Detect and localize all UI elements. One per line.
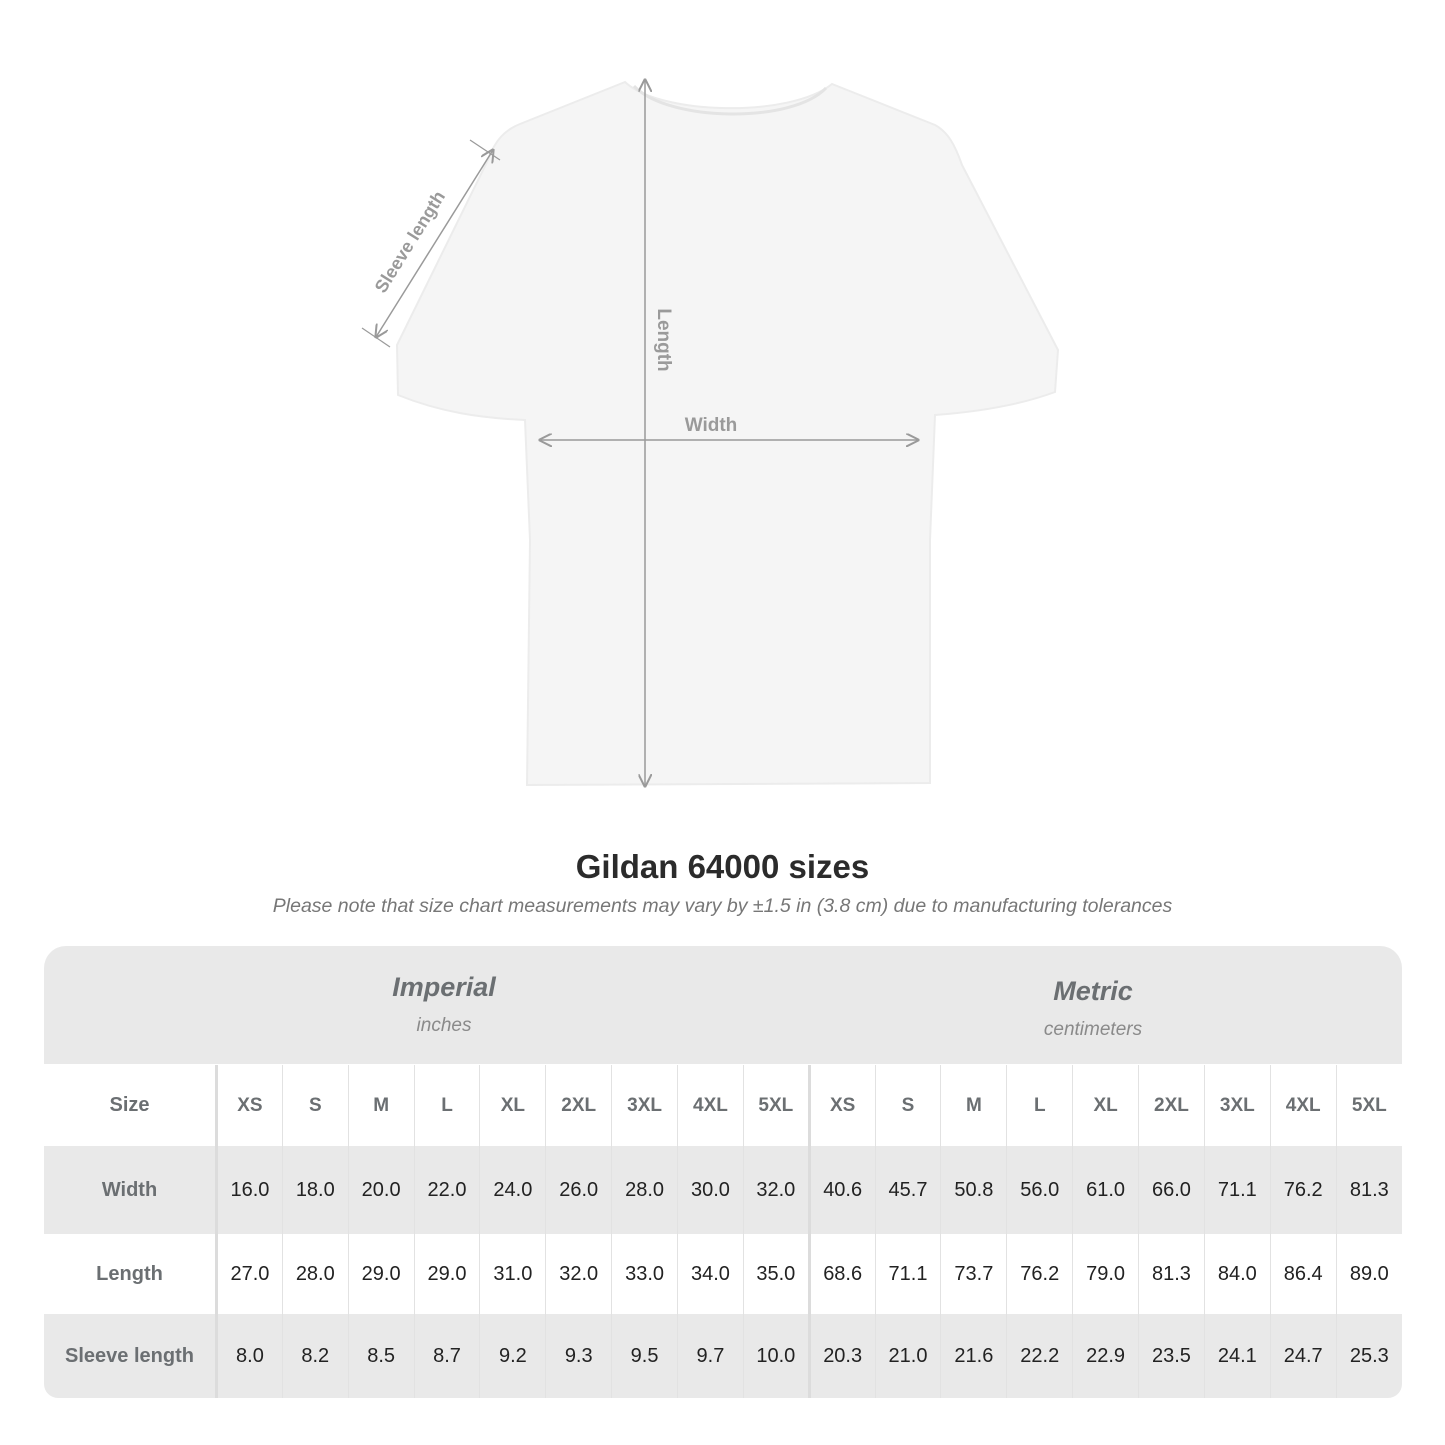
size-imperial-header: M [347,1065,415,1146]
metric-value-cell: 21.6 [940,1314,1007,1398]
imperial-value-cell: 8.7 [413,1314,480,1398]
metric-value-cell: 76.2 [1006,1234,1073,1314]
imperial-value-cell: 10.0 [742,1314,810,1398]
imperial-value-cell: 8.5 [347,1314,415,1398]
sleeve-arrow [376,150,493,337]
metric-value-cell: 81.3 [1138,1234,1205,1314]
imperial-value-cell: 35.0 [742,1234,810,1314]
size-metric-header: XS [807,1065,876,1146]
unit-header-band: Imperial inches Metric centimeters [44,946,1402,1064]
size-metric-header: 4XL [1269,1065,1337,1146]
imperial-value-cell: 20.0 [347,1146,415,1234]
size-imperial-header: 5XL [742,1065,810,1146]
size-imperial-header: S [281,1065,349,1146]
size-metric-header: M [940,1065,1007,1146]
table-row: Sleeve length 8.0 8.2 8.5 8.7 9.2 9.3 9.5 9.7 10.… [44,1314,1402,1398]
metric-value-cell: 56.0 [1006,1146,1073,1234]
metric-value-cell: 24.1 [1203,1314,1271,1398]
imperial-value-cell: 34.0 [677,1234,744,1314]
size-imperial-header: 2XL [545,1065,612,1146]
imperial-value-cell: 29.0 [413,1234,480,1314]
metric-value-cell: 68.6 [807,1234,876,1314]
metric-value-cell: 84.0 [1203,1234,1271,1314]
row-label: Width [44,1146,218,1234]
metric-value-cell: 22.2 [1006,1314,1073,1398]
imperial-value-cell: 32.0 [545,1234,612,1314]
metric-value-cell: 21.0 [874,1314,941,1398]
imperial-value-cell: 9.3 [545,1314,612,1398]
size-table: Size XS S M L XL 2XL 3XL 4XL 5XL XS S M L XL 2XL 3XL 4XL 5… [44,1065,1402,1398]
metric-value-cell: 81.3 [1335,1146,1402,1234]
imperial-value-cell: 18.0 [281,1146,349,1234]
imperial-header: Imperial inches [392,972,496,1036]
size-imperial-header: 3XL [611,1065,678,1146]
metric-value-cell: 71.1 [874,1234,941,1314]
page-title: Gildan 64000 sizes [575,848,870,885]
size-imperial-header: 4XL [677,1065,744,1146]
metric-value-cell: 24.7 [1269,1314,1337,1398]
row-label: Sleeve length [44,1314,218,1398]
imperial-value-cell: 9.7 [677,1314,744,1398]
metric-value-cell: 45.7 [874,1146,941,1234]
imperial-value-cell: 22.0 [413,1146,480,1234]
metric-value-cell: 25.3 [1335,1314,1402,1398]
row-label: Length [44,1234,218,1314]
imperial-value-cell: 32.0 [742,1146,810,1234]
imperial-value-cell: 24.0 [479,1146,546,1234]
tshirt-diagram: Width Length Sleeve length [361,0,1060,820]
metric-value-cell: 66.0 [1138,1146,1205,1234]
tolerance-note: Please note that size chart measurements… [272,895,1173,917]
size-label: Size [44,1065,218,1146]
metric-value-cell: 71.1 [1203,1146,1271,1234]
metric-value-cell: 40.6 [807,1146,876,1234]
table-row: Length 27.0 28.0 29.0 29.0 31.0 32.0 33.0 34.0 35… [44,1234,1402,1314]
imperial-value-cell: 9.5 [611,1314,678,1398]
metric-header: Metric centimeters [1043,976,1143,1040]
metric-value-cell: 73.7 [940,1234,1007,1314]
size-metric-header: S [874,1065,941,1146]
size-metric-header: 3XL [1203,1065,1271,1146]
metric-value-cell: 79.0 [1072,1234,1139,1314]
metric-value-cell: 23.5 [1138,1314,1205,1398]
imperial-value-cell: 26.0 [545,1146,612,1234]
table-row: Width 16.0 18.0 20.0 22.0 24.0 26.0 28.0 30.0 32.… [44,1146,1402,1234]
imperial-value-cell: 31.0 [479,1234,546,1314]
length-label: Length [653,308,674,371]
metric-value-cell: 76.2 [1269,1146,1337,1234]
imperial-value-cell: 28.0 [281,1234,349,1314]
metric-value-cell: 86.4 [1269,1234,1337,1314]
imperial-value-cell: 8.2 [281,1314,349,1398]
size-imperial-header: XL [479,1065,546,1146]
imperial-value-cell: 30.0 [677,1146,744,1234]
imperial-value-cell: 33.0 [611,1234,678,1314]
size-metric-header: L [1006,1065,1073,1146]
width-label: Width [685,415,738,436]
imperial-value-cell: 28.0 [611,1146,678,1234]
size-imperial-header: XS [216,1065,283,1146]
imperial-value-cell: 27.0 [216,1234,283,1314]
metric-value-cell: 89.0 [1335,1234,1402,1314]
metric-value-cell: 20.3 [807,1314,876,1398]
metric-value-cell: 61.0 [1072,1146,1139,1234]
imperial-value-cell: 16.0 [216,1146,283,1234]
size-imperial-header: L [413,1065,480,1146]
imperial-value-cell: 29.0 [347,1234,415,1314]
metric-value-cell: 50.8 [940,1146,1007,1234]
metric-value-cell: 22.9 [1072,1314,1139,1398]
imperial-value-cell: 8.0 [216,1314,283,1398]
size-header-row: Size XS S M L XL 2XL 3XL 4XL 5XL XS S M L XL 2XL 3XL 4XL 5… [44,1065,1402,1146]
imperial-value-cell: 9.2 [479,1314,546,1398]
size-metric-header: XL [1072,1065,1139,1146]
size-metric-header: 5XL [1335,1065,1402,1146]
size-metric-header: 2XL [1138,1065,1205,1146]
